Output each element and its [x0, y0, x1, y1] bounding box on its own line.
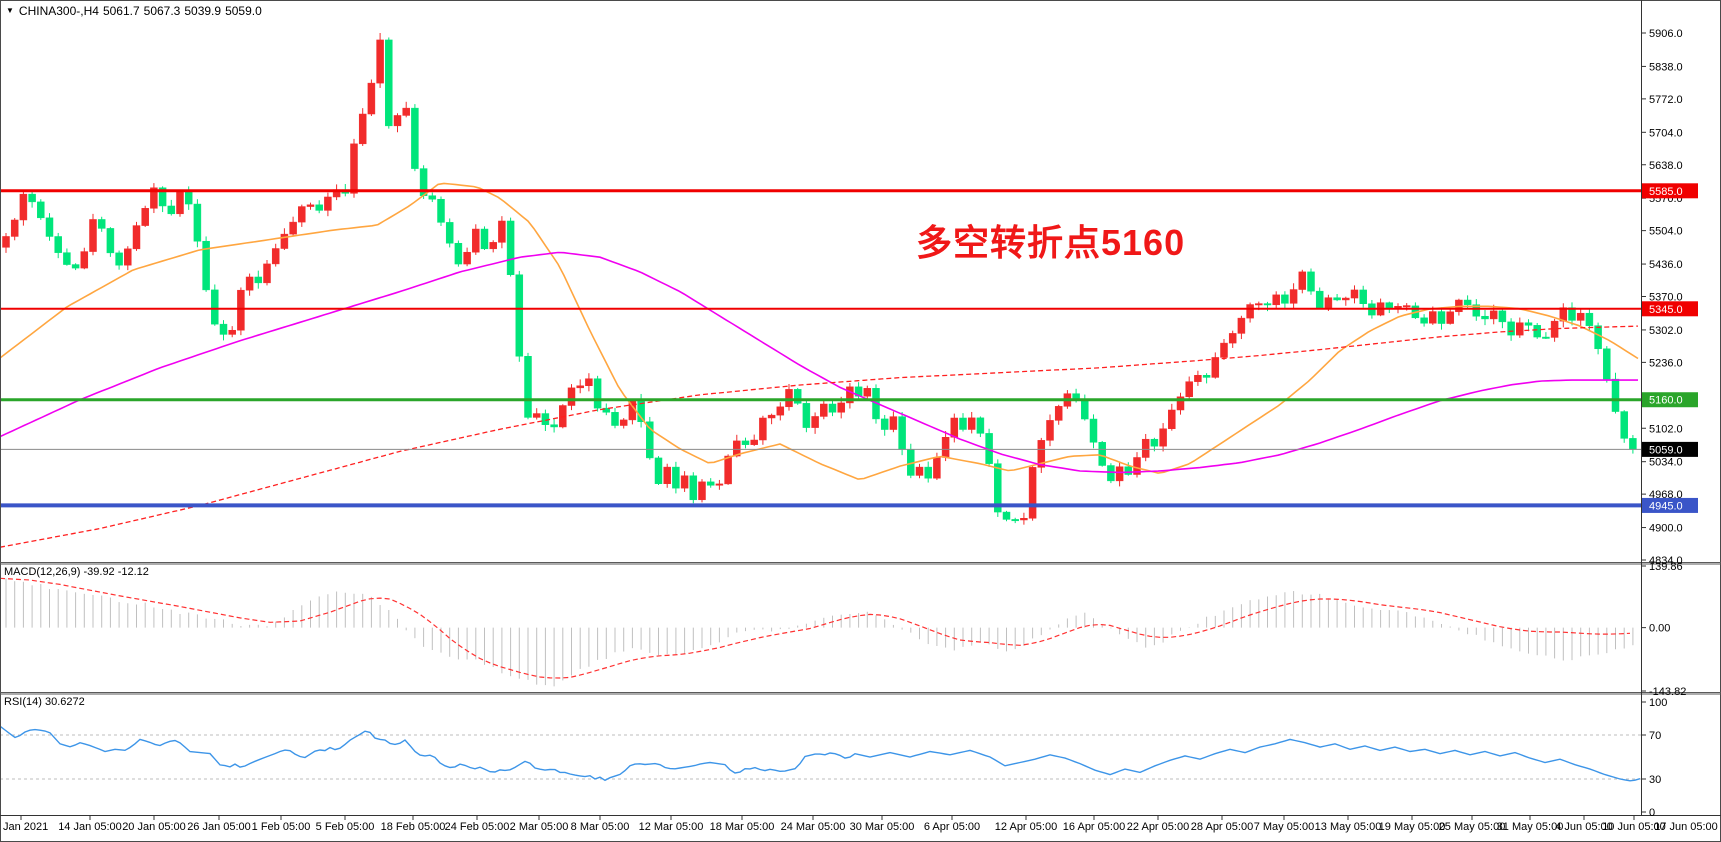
svg-text:5160.0: 5160.0	[1649, 395, 1683, 407]
svg-text:0: 0	[1649, 807, 1655, 819]
svg-text:30: 30	[1649, 774, 1661, 786]
rsi-layer	[0, 725, 1641, 782]
svg-text:18 Mar 05:00: 18 Mar 05:00	[710, 821, 775, 833]
svg-text:12 Mar 05:00: 12 Mar 05:00	[639, 821, 704, 833]
svg-text:8 Mar 05:00: 8 Mar 05:00	[571, 821, 630, 833]
symbol-period-label: CHINA300-,H4	[18, 4, 99, 18]
svg-text:28 Apr 05:00: 28 Apr 05:00	[1191, 821, 1253, 833]
svg-text:5838.0: 5838.0	[1649, 61, 1683, 73]
svg-text:10 Jun 05:00: 10 Jun 05:00	[1602, 821, 1666, 833]
svg-text:70: 70	[1649, 730, 1661, 742]
macd-values: -39.92 -12.12	[83, 566, 149, 578]
svg-text:5236.0: 5236.0	[1649, 357, 1683, 369]
ohlc-low: 5039.9	[184, 4, 222, 18]
svg-text:5436.0: 5436.0	[1649, 259, 1683, 271]
ohlc-open: 5061.7	[102, 4, 140, 18]
svg-text:5585.0: 5585.0	[1649, 186, 1683, 198]
svg-text:5302.0: 5302.0	[1649, 325, 1683, 337]
svg-text:139.86: 139.86	[1649, 561, 1683, 573]
svg-text:22 Apr 05:00: 22 Apr 05:00	[1127, 821, 1189, 833]
svg-text:18 Feb 05:00: 18 Feb 05:00	[381, 821, 446, 833]
svg-text:25 May 05:00: 25 May 05:00	[1439, 821, 1506, 833]
svg-text:26 Jan 05:00: 26 Jan 05:00	[187, 821, 251, 833]
rsi-value: 30.6272	[44, 696, 85, 708]
svg-text:24 Feb 05:00: 24 Feb 05:00	[445, 821, 510, 833]
svg-text:0.00: 0.00	[1649, 623, 1670, 635]
svg-text:17 Jun 05:00: 17 Jun 05:00	[1654, 821, 1718, 833]
symbol-header: ▼ CHINA300-,H4 5061.7 5067.3 5039.9 5059.0	[6, 4, 266, 18]
svg-text:1 Feb 05:00: 1 Feb 05:00	[252, 821, 311, 833]
svg-text:30 Mar 05:00: 30 Mar 05:00	[850, 821, 915, 833]
svg-text:24 Mar 05:00: 24 Mar 05:00	[781, 821, 846, 833]
svg-text:-143.82: -143.82	[1649, 686, 1686, 698]
macd-indicator-label: MACD(12,26,9) -39.92 -12.12	[4, 566, 149, 578]
svg-text:5704.0: 5704.0	[1649, 127, 1683, 139]
svg-text:4 Jun 05:00: 4 Jun 05:00	[1555, 821, 1613, 833]
svg-text:16 Apr 05:00: 16 Apr 05:00	[1063, 821, 1125, 833]
svg-text:5772.0: 5772.0	[1649, 94, 1683, 106]
svg-text:5102.0: 5102.0	[1649, 423, 1683, 435]
svg-text:5638.0: 5638.0	[1649, 160, 1683, 172]
rsi-indicator-label: RSI(14) 30.6272	[4, 696, 85, 708]
svg-text:13 May 05:00: 13 May 05:00	[1315, 821, 1382, 833]
svg-text:100: 100	[1649, 697, 1667, 709]
price-axis-labels: 5906.05838.05772.05704.05638.05570.05504…	[1641, 28, 1686, 819]
svg-text:6 Apr 05:00: 6 Apr 05:00	[924, 821, 980, 833]
svg-text:12 Apr 05:00: 12 Apr 05:00	[995, 821, 1057, 833]
rsi-name: RSI(14)	[4, 696, 42, 708]
moving-averages-layer	[0, 182, 1639, 548]
svg-text:5345.0: 5345.0	[1649, 304, 1683, 316]
candles-layer	[2, 33, 1637, 525]
svg-text:4945.0: 4945.0	[1649, 500, 1683, 512]
levels-overlay-layer	[0, 189, 1641, 508]
price-level-badges: 5585.0 5345.0 5160.0 4945.0 5059.0	[1642, 183, 1698, 513]
svg-text:4900.0: 4900.0	[1649, 523, 1683, 535]
svg-text:5370.0: 5370.0	[1649, 292, 1683, 304]
svg-text:14 Jan 05:00: 14 Jan 05:00	[58, 821, 122, 833]
svg-text:5034.0: 5034.0	[1649, 457, 1683, 469]
svg-text:19 May 05:00: 19 May 05:00	[1379, 821, 1446, 833]
svg-text:2 Mar 05:00: 2 Mar 05:00	[510, 821, 569, 833]
svg-text:5 Feb 05:00: 5 Feb 05:00	[316, 821, 375, 833]
macd-name: MACD(12,26,9)	[4, 566, 81, 578]
svg-text:5504.0: 5504.0	[1649, 226, 1683, 238]
svg-text:7 May 05:00: 7 May 05:00	[1254, 821, 1315, 833]
ohlc-high: 5067.3	[143, 4, 181, 18]
turning-point-annotation: 多空转折点5160	[916, 222, 1186, 263]
svg-text:31 May 05:00: 31 May 05:00	[1497, 821, 1564, 833]
collapse-chevron-icon[interactable]: ▼	[6, 6, 14, 15]
svg-text:5906.0: 5906.0	[1649, 28, 1683, 40]
macd-layer	[0, 577, 1634, 687]
ohlc-close: 5059.0	[225, 4, 262, 18]
svg-text:5059.0: 5059.0	[1649, 444, 1683, 456]
svg-text:4834.0: 4834.0	[1649, 555, 1683, 567]
svg-text:8 Jan 2021: 8 Jan 2021	[0, 821, 48, 833]
svg-text:20 Jan 05:00: 20 Jan 05:00	[122, 821, 186, 833]
